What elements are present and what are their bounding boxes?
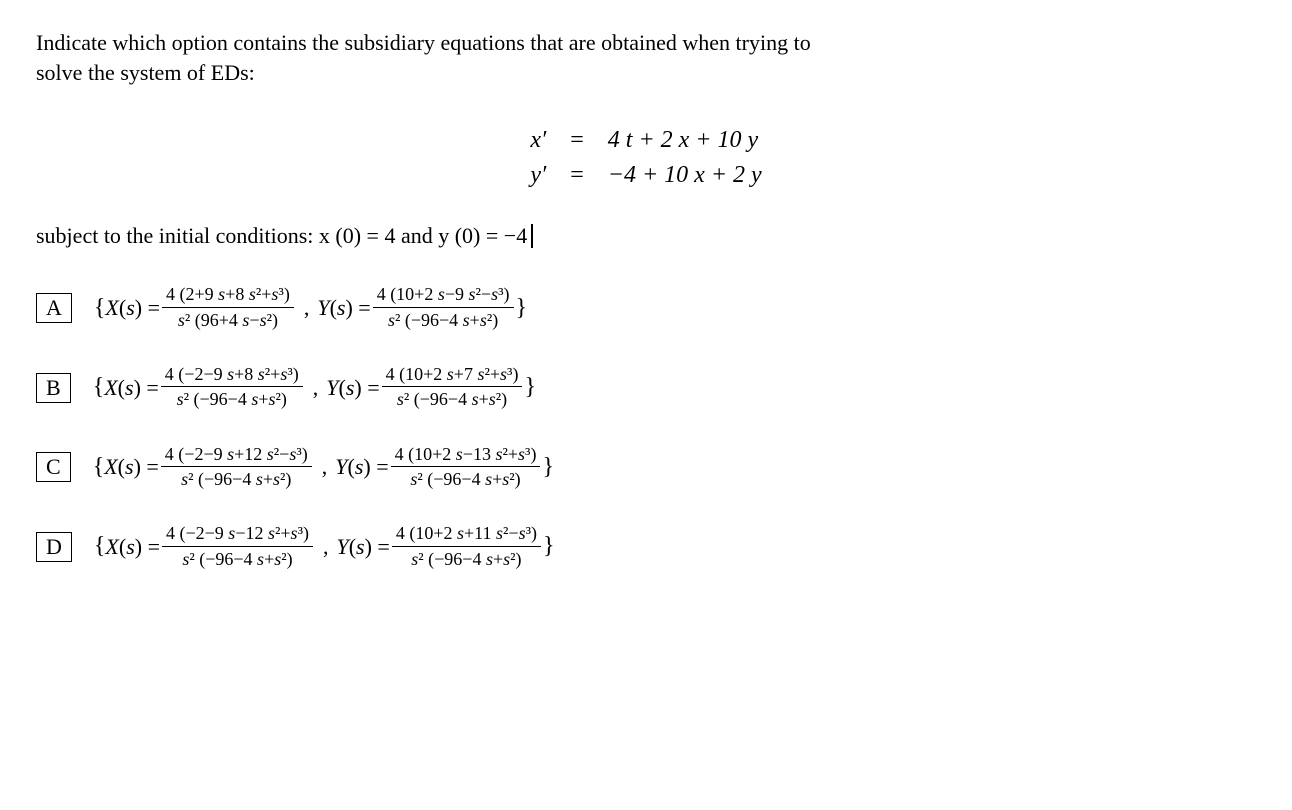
x-fraction: 4 (−2−9 s+12 s²−s³)s² (−96−4 s+s²) (161, 443, 312, 493)
option-equations: {X(s) = 4 (−2−9 s+8 s²+s³)s² (−96−4 s+s²… (93, 363, 536, 413)
initial-conditions: subject to the initial conditions: x (0)… (36, 223, 1256, 249)
option-equations: {X(s) = 4 (−2−9 s−12 s²+s³)s² (−96−4 s+s… (94, 522, 555, 572)
option-label: A (36, 293, 72, 323)
system-row2-left: y′ (520, 158, 556, 193)
option-row-c[interactable]: C {X(s) = 4 (−2−9 s+12 s²−s³)s² (−96−4 s+… (36, 443, 1256, 493)
option-label: C (36, 452, 71, 482)
system-row1-right: 4 t + 2 x + 10 y (598, 123, 772, 158)
option-label: B (36, 373, 71, 403)
ic-text: subject to the initial conditions: x (0)… (36, 223, 527, 248)
option-row-a[interactable]: A {X(s) = 4 (2+9 s+8 s²+s³)s² (96+4 s−s²)… (36, 283, 1256, 333)
option-row-d[interactable]: D {X(s) = 4 (−2−9 s−12 s²+s³)s² (−96−4 s+… (36, 522, 1256, 572)
question-intro: Indicate which option contains the subsi… (36, 28, 1256, 87)
ode-system: x′ = 4 t + 2 x + 10 y y′ = −4 + 10 x + 2… (36, 123, 1256, 193)
y-fraction: 4 (10+2 s+7 s²+s³)s² (−96−4 s+s²) (382, 363, 523, 413)
y-fraction: 4 (10+2 s+11 s²−s³)s² (−96−4 s+s²) (392, 522, 541, 572)
intro-line-2: solve the system of EDs: (36, 60, 255, 85)
y-fraction: 4 (10+2 s−13 s²+s³)s² (−96−4 s+s²) (391, 443, 541, 493)
y-fraction: 4 (10+2 s−9 s²−s³)s² (−96−4 s+s²) (373, 283, 514, 333)
x-fraction: 4 (−2−9 s−12 s²+s³)s² (−96−4 s+s²) (162, 522, 313, 572)
system-row2-eq: = (556, 158, 598, 193)
x-fraction: 4 (2+9 s+8 s²+s³)s² (96+4 s−s²) (162, 283, 294, 333)
option-equations: {X(s) = 4 (−2−9 s+12 s²−s³)s² (−96−4 s+s… (93, 443, 554, 493)
text-cursor (531, 224, 533, 248)
system-row2-right: −4 + 10 x + 2 y (598, 158, 772, 193)
system-row1-left: x′ (520, 123, 556, 158)
intro-line-1: Indicate which option contains the subsi… (36, 30, 811, 55)
option-row-b[interactable]: B {X(s) = 4 (−2−9 s+8 s²+s³)s² (−96−4 s+s… (36, 363, 1256, 413)
options-list: A {X(s) = 4 (2+9 s+8 s²+s³)s² (96+4 s−s²)… (36, 283, 1256, 571)
option-label: D (36, 532, 72, 562)
system-row1-eq: = (556, 123, 598, 158)
x-fraction: 4 (−2−9 s+8 s²+s³)s² (−96−4 s+s²) (161, 363, 303, 413)
option-equations: {X(s) = 4 (2+9 s+8 s²+s³)s² (96+4 s−s²),… (94, 283, 527, 333)
